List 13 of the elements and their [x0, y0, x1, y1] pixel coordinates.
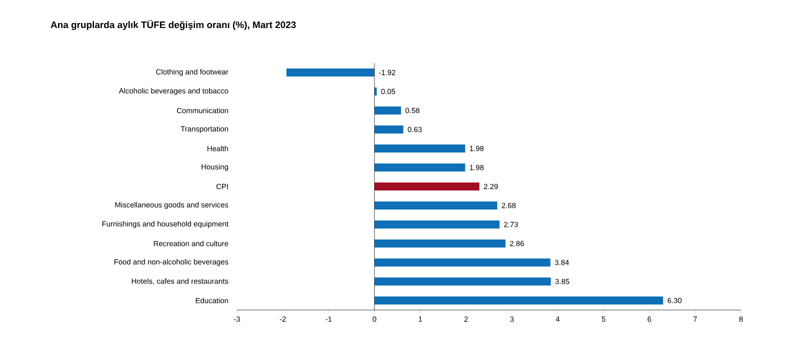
chart-title: Ana gruplarda aylık TÜFE değişim oranı (%), Mart 2023	[50, 20, 296, 30]
bar	[374, 144, 466, 152]
bar	[374, 240, 506, 248]
bar	[374, 202, 498, 210]
bar	[374, 278, 551, 286]
bar	[374, 164, 466, 172]
bar	[374, 220, 500, 228]
bar	[374, 126, 404, 134]
bar	[286, 68, 374, 76]
bar	[374, 258, 550, 267]
bar	[374, 106, 402, 114]
bar	[374, 182, 480, 190]
bar	[374, 296, 664, 305]
